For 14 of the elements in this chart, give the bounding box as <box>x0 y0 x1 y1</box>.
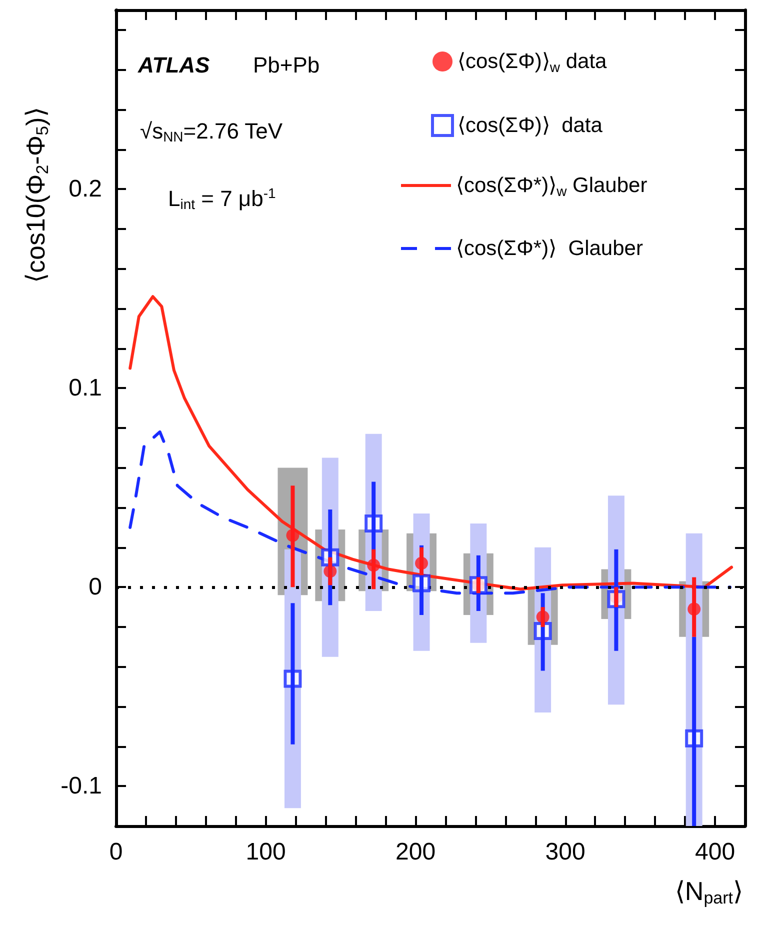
y-tick-label: 0 <box>88 574 102 601</box>
y-tick-label: 0.2 <box>68 176 102 203</box>
x-tick-label: 200 <box>396 838 436 866</box>
x-tick-label: 0 <box>109 838 123 866</box>
legend-label: ⟨cos(ΣΦ)⟩ data <box>458 114 603 137</box>
y-tick-label: -0.1 <box>60 772 102 800</box>
y-axis-title: ⟨cos10(Φ2-Φ5)⟩ <box>20 107 52 283</box>
y-tick-label: 0.1 <box>68 374 102 402</box>
x-tick-label: 400 <box>695 838 736 866</box>
x-tick-label: 100 <box>246 838 286 866</box>
annotation: Pb+Pb <box>253 52 320 78</box>
legend-label: ⟨cos(ΣΦ*)⟩ Glauber <box>456 237 643 260</box>
annotation: ATLAS <box>137 52 210 78</box>
x-tick-label: 300 <box>545 838 586 866</box>
